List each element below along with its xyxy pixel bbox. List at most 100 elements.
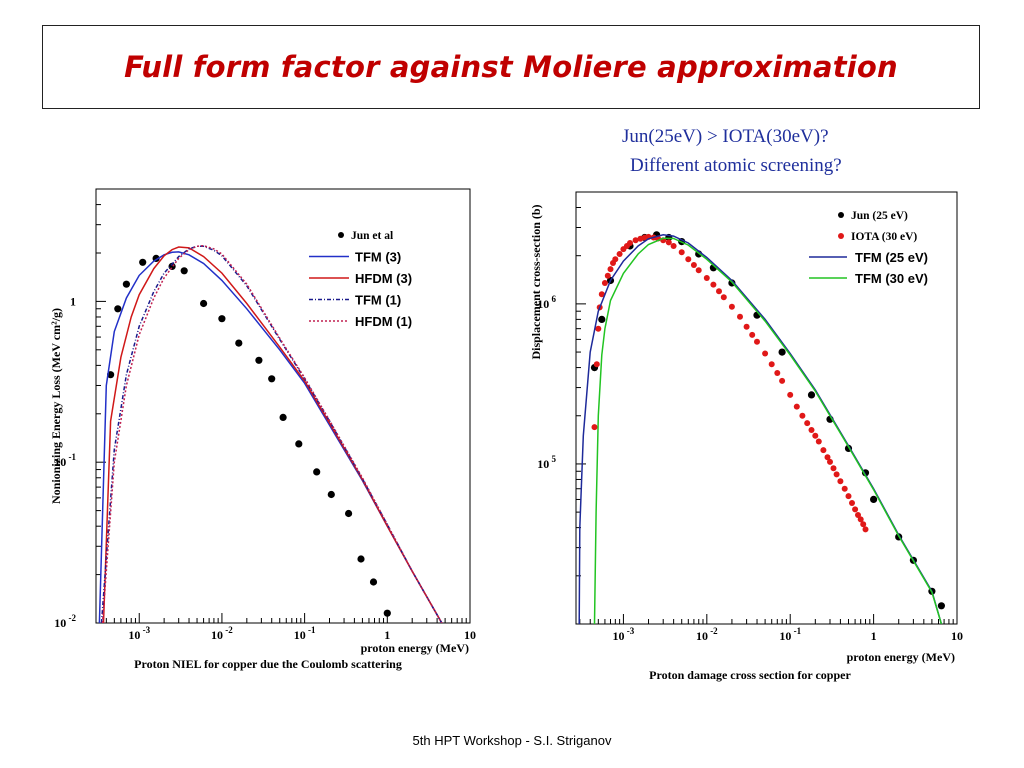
legend-label: TFM (25 eV)	[855, 250, 928, 265]
legend-label: HFDM (1)	[355, 314, 412, 329]
y-axis-label: Displacement cross-section (b)	[529, 204, 543, 359]
y-tick-label: 10 5	[537, 454, 556, 471]
data-point	[423, 661, 430, 668]
data-point	[857, 516, 864, 523]
chart-caption: Proton damage cross section for copper	[649, 668, 851, 682]
data-point	[357, 555, 365, 563]
data-point	[870, 495, 878, 503]
data-point	[593, 361, 600, 368]
data-point	[665, 239, 672, 246]
slide-title: Full form factor against Moliere approxi…	[124, 50, 898, 84]
y-tick-label: 10 -1	[54, 452, 76, 469]
data-point	[737, 313, 743, 320]
plot-frame	[95, 188, 471, 624]
data-point	[703, 275, 710, 281]
series-line	[98, 251, 443, 623]
data-point	[793, 403, 800, 410]
data-point	[716, 288, 722, 295]
data-point	[612, 256, 619, 263]
data-point	[627, 240, 633, 246]
x-tick-label: 10 -3	[128, 625, 150, 642]
data-point	[774, 370, 781, 376]
data-point	[807, 391, 816, 399]
data-point	[820, 447, 827, 454]
plot-area	[578, 231, 946, 624]
data-point	[728, 303, 735, 310]
data-point	[778, 348, 786, 356]
data-point	[591, 424, 598, 431]
note-line-1: Jun(25eV) > IOTA(30eV)?	[622, 126, 829, 147]
legend-label: IOTA (30 eV)	[851, 231, 917, 243]
data-point	[762, 350, 769, 357]
data-point	[616, 251, 623, 257]
data-point	[313, 468, 321, 476]
series-line	[102, 246, 443, 623]
data-point	[804, 420, 811, 427]
data-point	[670, 243, 677, 249]
data-point	[279, 413, 287, 421]
legend-marker	[338, 232, 344, 238]
x-tick-label: 10 -1	[779, 626, 801, 643]
data-point	[180, 267, 188, 275]
data-point	[754, 338, 760, 345]
footer-text: 5th HPT Workshop - S.I. Striganov	[412, 733, 612, 748]
data-point	[812, 432, 819, 439]
data-point	[855, 512, 861, 518]
series-line	[578, 234, 943, 624]
x-axis-label: proton energy (MeV)	[847, 650, 955, 664]
data-point	[383, 609, 391, 617]
legend-marker	[838, 212, 844, 218]
x-tick-label: 10 -3	[613, 626, 635, 643]
x-axis-label: proton energy (MeV)	[361, 641, 469, 655]
x-tick-label: 1	[384, 628, 390, 642]
data-point	[779, 377, 786, 384]
data-point	[690, 262, 697, 268]
data-point	[833, 471, 840, 478]
chart-caption: Proton NIEL for copper due the Coulomb s…	[134, 657, 402, 671]
data-point	[218, 315, 226, 323]
data-point	[852, 506, 859, 513]
x-tick-label: 10 -1	[294, 625, 316, 642]
y-tick-label: 10 6	[537, 294, 556, 311]
data-point	[235, 339, 243, 347]
data-point	[327, 490, 335, 499]
data-point	[598, 315, 606, 323]
data-point	[937, 602, 946, 610]
y-tick-label: 10 -2	[54, 613, 76, 630]
data-point	[685, 256, 692, 263]
data-point	[345, 509, 353, 518]
data-point	[607, 266, 614, 273]
data-point	[808, 427, 815, 433]
legend-marker	[838, 233, 844, 239]
x-tick-label: 10	[464, 628, 476, 642]
data-point	[369, 578, 378, 586]
data-point	[114, 305, 122, 313]
data-point	[295, 440, 303, 448]
data-point	[695, 267, 702, 274]
data-point	[860, 521, 867, 528]
data-point	[815, 438, 822, 445]
x-tick-label: 10	[951, 629, 963, 643]
legend-label: TFM (3)	[355, 250, 401, 265]
data-point	[632, 237, 639, 244]
data-point	[862, 526, 869, 533]
data-point	[830, 465, 837, 472]
data-point	[845, 493, 852, 500]
series-line	[101, 244, 443, 623]
y-axis-label: Nonionizing Energy Loss (MeV cm²/g)	[49, 308, 63, 504]
title-box: Full form factor against Moliere approxi…	[42, 25, 980, 109]
series-line	[593, 237, 943, 624]
data-point	[743, 323, 750, 330]
data-point	[827, 458, 833, 465]
data-point	[749, 331, 756, 338]
legend-label: Jun et al	[351, 230, 393, 242]
plot-area	[98, 244, 443, 668]
data-point	[849, 500, 855, 506]
data-point	[595, 325, 602, 332]
x-tick-label: 10 -2	[696, 626, 718, 643]
data-point	[601, 280, 608, 286]
data-point	[598, 291, 605, 298]
data-point	[122, 280, 130, 288]
x-tick-label: 1	[871, 629, 877, 643]
